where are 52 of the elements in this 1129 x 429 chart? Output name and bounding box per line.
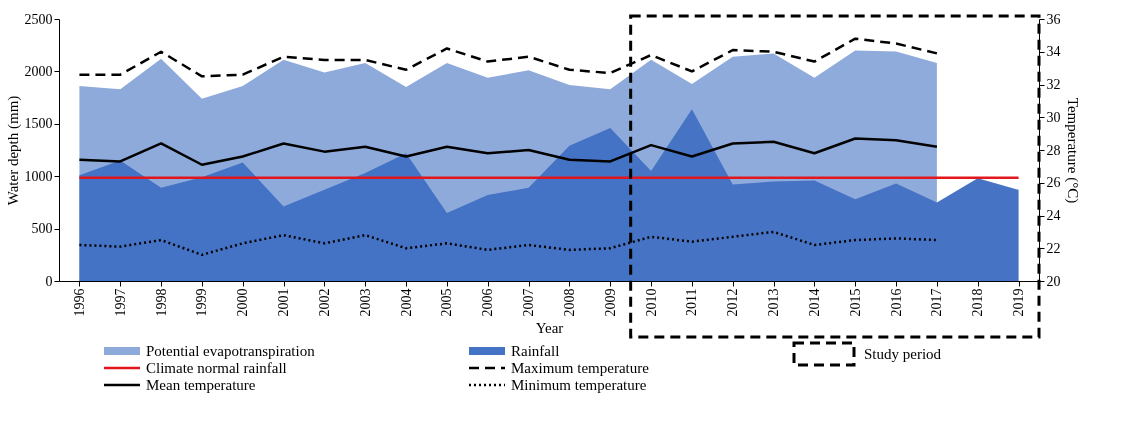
y-axis-title: Water depth (mm) (4, 95, 22, 206)
line-series (78, 137, 939, 166)
x-tick-label: 2003 (357, 288, 373, 317)
x-tick-label: 1997 (112, 288, 128, 317)
y2-tick-label: 30 (1046, 109, 1061, 125)
x-tick-label: 2002 (316, 288, 332, 317)
y-tick-label: 0 (45, 273, 53, 289)
y2-tick-label: 26 (1046, 175, 1061, 191)
x-tick-label: 2004 (398, 288, 414, 317)
legend-label: Potential evapotranspiration (146, 343, 316, 359)
x-tick-label: 2001 (276, 288, 292, 317)
line-series (78, 230, 939, 257)
x-tick-label: 2012 (725, 288, 741, 317)
x-tick-label: 2015 (847, 288, 863, 317)
x-tick-label: 2017 (929, 288, 945, 317)
legend-label: Mean temperature (146, 377, 256, 393)
y2-tick-label: 22 (1046, 240, 1061, 256)
line-series (78, 37, 939, 78)
y-tick-label: 2000 (24, 63, 53, 79)
y2-tick-label: 32 (1046, 77, 1061, 92)
x-tick-label: 2013 (766, 288, 782, 317)
x-tick-label: 2016 (888, 288, 904, 317)
legend-label: Study period (864, 346, 942, 362)
y2-tick-label: 20 (1046, 273, 1061, 289)
legend-label: Minimum temperature (511, 377, 647, 393)
x-tick-label: 2009 (602, 288, 618, 317)
x-axis-title: Year (535, 319, 564, 336)
x-tick-label: 2019 (1011, 288, 1027, 317)
y2-tick-label: 24 (1046, 208, 1061, 223)
y-tick-label: 1500 (24, 116, 53, 132)
x-tick-label: 1999 (194, 288, 210, 317)
y2-tick-label: 36 (1046, 11, 1061, 27)
x-tick-label: 2018 (970, 288, 986, 317)
x-tick-label: 1998 (153, 288, 169, 317)
x-tick-label: 2010 (643, 288, 659, 317)
x-tick-label: 2014 (806, 288, 822, 317)
y-tick-label: 1000 (24, 168, 53, 184)
y-tick-label: 2500 (24, 11, 53, 27)
x-tick-label: 2008 (561, 288, 577, 317)
x-tick-label: 2006 (480, 288, 496, 317)
x-tick-label: 2000 (235, 288, 251, 317)
y2-tick-label: 34 (1046, 44, 1061, 60)
x-tick-label: 2011 (684, 288, 700, 316)
legend-label: Climate normal rainfall (146, 360, 287, 376)
legend-label: Rainfall (511, 343, 560, 359)
legend-label: Maximum temperature (511, 360, 650, 376)
x-tick-label: 1996 (71, 288, 87, 317)
x-tick-label: 2005 (439, 288, 455, 317)
y2-axis-title: Temperature (°C) (1063, 97, 1081, 204)
y2-tick-label: 28 (1046, 142, 1061, 158)
y-tick-label: 500 (31, 221, 53, 237)
x-tick-label: 2007 (521, 288, 537, 317)
